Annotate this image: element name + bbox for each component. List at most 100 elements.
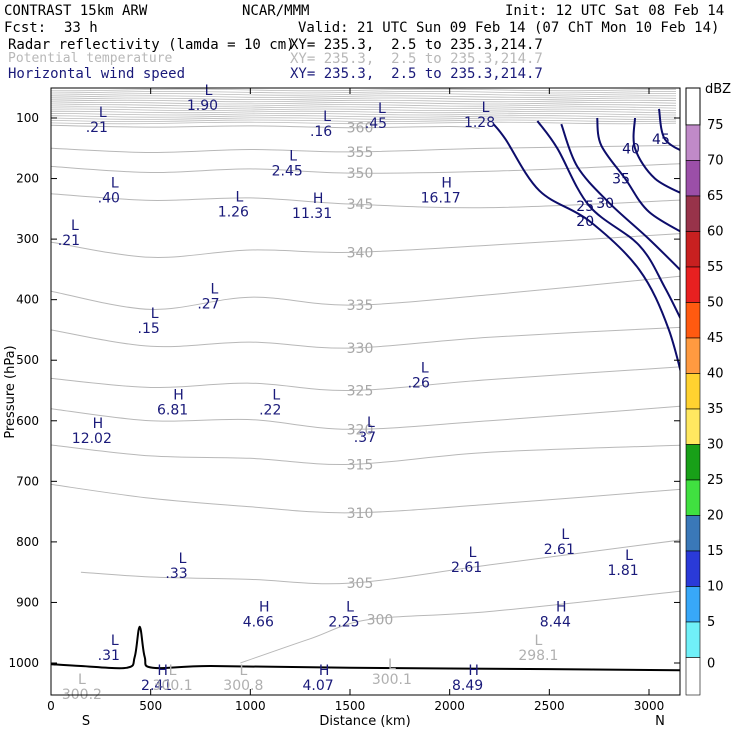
colorbar-title: dBZ: [705, 82, 731, 97]
high-value: 11.31: [292, 206, 332, 222]
forecast-value: 33 h: [64, 20, 98, 36]
low-letter: L: [421, 360, 429, 376]
colorbar-cell-60: [685, 231, 701, 268]
theta-dense-line: [51, 97, 677, 100]
theta-label-340: 340: [347, 245, 374, 261]
theta-contour-305: [80, 539, 680, 585]
theta-dense-line: [51, 88, 677, 92]
high-letter: H: [441, 176, 452, 192]
theta-dense-line: [51, 99, 677, 103]
high-letter: H: [173, 388, 184, 404]
wind-contour-40: [632, 117, 680, 194]
high-letter: H: [556, 600, 567, 616]
theta-contour-325: [51, 366, 680, 392]
theta-contour-310: [51, 483, 680, 514]
colorbar-tick-55: 55: [707, 260, 724, 275]
field-reflectivity-name: Radar reflectivity (lamda = 10 cm): [8, 37, 295, 53]
low-value: .45: [365, 116, 387, 132]
low-letter: L: [323, 109, 331, 125]
y-tick-label: 300: [16, 232, 39, 246]
x-tick-label: 0: [47, 699, 55, 713]
north-endpoint: N: [655, 714, 665, 729]
low-letter: L: [378, 101, 386, 117]
colorbar-cell-70: [685, 160, 701, 197]
colorbar-tick-70: 70: [707, 154, 724, 169]
low-value: .27: [197, 297, 219, 313]
theta-contour-335: [51, 275, 680, 310]
colorbar-cell-40: [685, 373, 701, 410]
field-wind-name: Horizontal wind speed: [8, 66, 186, 82]
wind-label-35: 35: [612, 172, 630, 188]
x-tick-label: 3000: [634, 699, 665, 713]
x-tick-label: 2500: [534, 699, 565, 713]
field-theta-xy: XY= 235.3, 2.5 to 235.3,214.7: [290, 51, 543, 67]
wind-contour-45: [658, 108, 680, 152]
wind-contour-30: [560, 123, 680, 272]
high-letter: H: [93, 416, 104, 432]
high-letter: H: [468, 663, 479, 679]
y-tick-label: 700: [16, 474, 39, 488]
y-tick-label: 500: [16, 353, 39, 367]
low-letter: L: [289, 148, 297, 164]
theta-dense-line: [51, 90, 677, 94]
high-letter: H: [319, 663, 330, 679]
low-value: 1.90: [187, 98, 218, 114]
low-letter: L: [211, 282, 219, 298]
theta-contour-345: [51, 193, 680, 209]
low-letter: L: [151, 306, 159, 322]
theta-dense-line: [51, 121, 677, 125]
colorbar-cell-50: [685, 302, 701, 339]
low-value: .33: [165, 566, 187, 582]
high-value: 4.07: [303, 678, 334, 694]
colorbar-cell-0: [685, 657, 701, 696]
low-value: 1.81: [607, 563, 638, 579]
x-axis-label: Distance (km): [319, 714, 410, 729]
high-value: 6.81: [157, 403, 188, 419]
high-value: 12.02: [72, 431, 112, 447]
high-value: 8.49: [452, 678, 483, 694]
wind-label-30: 30: [596, 196, 614, 212]
theta-dense-line: [51, 95, 677, 98]
theta-low-letter: L: [388, 657, 396, 673]
theta-contour-330: [51, 326, 680, 349]
high-value: 8.44: [540, 615, 571, 631]
low-letter: L: [625, 548, 633, 564]
colorbar-cell-65: [685, 195, 701, 232]
center-label: NCAR/MMM: [242, 3, 310, 19]
theta-low-letter: L: [78, 672, 86, 688]
colorbar-cell-10: [685, 586, 701, 623]
colorbar-tick-15: 15: [707, 544, 724, 559]
y-tick-label: 900: [16, 595, 39, 609]
theta-dense-line: [51, 101, 677, 105]
field-wind-xy: XY= 235.3, 2.5 to 235.3,214.7: [290, 66, 543, 82]
theta-contour-315: [51, 444, 680, 466]
low-value: .31: [98, 648, 120, 664]
theta-low-letter: L: [239, 663, 247, 679]
distance-axis: 0 500 1000 1500 2000 2500 3000: [47, 88, 664, 713]
low-value: .26: [408, 375, 430, 391]
low-letter: L: [111, 176, 119, 192]
x-tick-label: 1500: [335, 699, 366, 713]
theta-label-335: 335: [347, 298, 374, 314]
colorbar-cell-30: [685, 444, 701, 481]
colorbar-cell-55: [685, 266, 701, 303]
theta-label-320: 320: [347, 422, 374, 438]
theta-dense-line: [51, 93, 676, 96]
theta-dense-line: [51, 106, 677, 109]
colorbar-tick-45: 45: [707, 331, 724, 346]
theta-low-value: 300.1: [153, 678, 193, 694]
plot-background: [51, 88, 680, 695]
plot-frame: [50, 87, 681, 696]
low-letter: L: [235, 190, 243, 206]
theta-low-value: 300.1: [372, 672, 412, 688]
model-title: CONTRAST 15km ARW: [4, 3, 148, 19]
low-value: 1.28: [464, 115, 495, 131]
y-tick-label: 600: [16, 414, 39, 428]
low-value: .15: [138, 321, 160, 337]
colorbar-tick-25: 25: [707, 473, 724, 488]
wind-contour-25: [536, 120, 680, 320]
low-value: .22: [259, 403, 281, 419]
theta-label-325: 325: [347, 384, 374, 400]
